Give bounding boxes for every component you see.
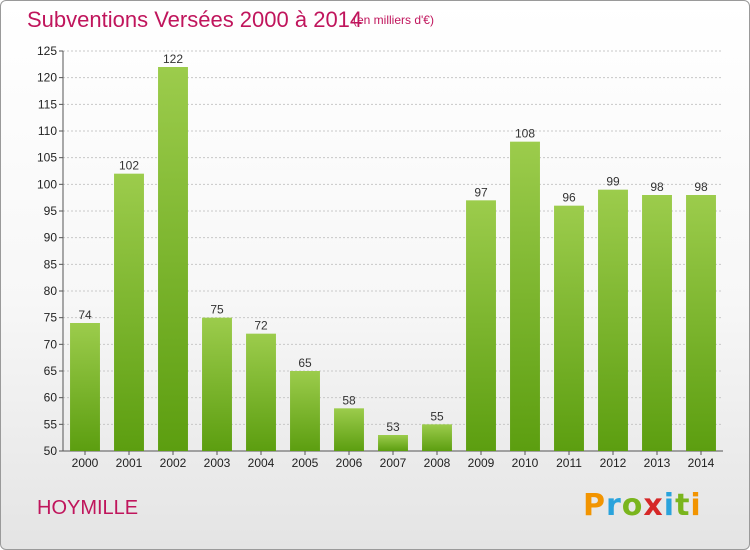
y-tick-label: 70 <box>44 337 58 351</box>
x-tick-label: 2010 <box>512 456 539 470</box>
y-tick-label: 95 <box>44 204 58 218</box>
data-labels: 74 102 122 75 72 65 58 53 55 97 108 96 99 98 98 <box>78 52 708 434</box>
y-tick-label: 115 <box>38 97 57 111</box>
x-tick-label: 2011 <box>556 456 582 470</box>
logo-letter: i <box>690 488 702 523</box>
y-tick-label: 125 <box>37 44 57 58</box>
x-tick-label: 2014 <box>688 456 715 470</box>
y-tick-label: 80 <box>44 284 58 298</box>
bar <box>686 195 716 451</box>
x-tick-label: 2006 <box>336 456 363 470</box>
logo-letter: r <box>606 488 622 523</box>
x-tick-label: 2001 <box>116 456 143 470</box>
y-tick-label: 90 <box>44 231 58 245</box>
unit-note: (en milliers d'€) <box>353 13 434 27</box>
logo-letter: t <box>675 488 691 523</box>
x-tick-label: 2000 <box>72 456 99 470</box>
commune-name: HOYMILLE <box>37 497 139 519</box>
bar-value-label: 97 <box>474 185 488 199</box>
x-tick-label: 2008 <box>424 456 451 470</box>
bar <box>70 323 100 451</box>
bar-value-label: 98 <box>694 180 708 194</box>
bar-value-label: 58 <box>342 393 356 407</box>
logo-letter: o <box>621 488 644 523</box>
x-tick-label: 2002 <box>160 456 187 470</box>
y-tick-label: 75 <box>44 311 58 325</box>
bar <box>554 205 584 451</box>
y-tick-label: 50 <box>44 444 58 458</box>
bar-value-label: 122 <box>163 52 183 66</box>
y-tick-label: 120 <box>37 71 57 85</box>
bar-value-label: 99 <box>606 175 620 189</box>
y-tick-label: 100 <box>37 177 57 191</box>
bar <box>466 200 496 451</box>
x-tick-label: 2003 <box>204 456 231 470</box>
x-tick-label: 2013 <box>644 456 671 470</box>
bar <box>378 435 408 451</box>
bar-value-label: 72 <box>254 319 268 333</box>
bar <box>202 317 232 451</box>
y-tick-label: 85 <box>44 257 58 271</box>
y-tick-label: 55 <box>44 417 58 431</box>
chart-title: Subventions Versées 2000 à 2014 <box>27 7 363 32</box>
bar <box>158 67 188 451</box>
bar <box>290 371 320 451</box>
bar <box>642 195 672 451</box>
bar <box>422 424 452 451</box>
bar <box>598 189 628 451</box>
bar <box>246 333 276 451</box>
x-tick-label: 2009 <box>468 456 495 470</box>
bar <box>334 408 364 451</box>
x-tick-label: 2005 <box>292 456 319 470</box>
y-tick-label: 105 <box>37 151 57 165</box>
bar-value-label: 96 <box>562 191 576 205</box>
axes: 50 55 60 65 70 75 80 85 90 95 100 105 110 115 120 125 20… <box>37 44 723 470</box>
x-tick-label: 2012 <box>600 456 627 470</box>
bar-value-label: 53 <box>386 420 400 434</box>
bar-value-label: 65 <box>298 356 312 370</box>
bar-value-label: 102 <box>119 159 139 173</box>
bar-value-label: 74 <box>78 308 92 322</box>
bar <box>510 141 540 451</box>
logo-letter: x <box>643 488 664 523</box>
bar-value-label: 108 <box>515 127 535 141</box>
bar-value-label: 98 <box>650 180 664 194</box>
y-tick-label: 60 <box>44 391 58 405</box>
bars <box>70 67 716 451</box>
x-tick-label: 2004 <box>248 456 275 470</box>
y-tick-label: 110 <box>38 124 57 138</box>
y-tick-label: 65 <box>44 364 58 378</box>
proxiti-logo: Proxiti <box>583 488 702 523</box>
bar <box>114 173 144 451</box>
bar-value-label: 55 <box>430 409 444 423</box>
logo-letter: P <box>583 488 606 523</box>
logo-letter: i <box>663 488 676 523</box>
bar-value-label: 75 <box>210 303 224 317</box>
x-tick-label: 2007 <box>380 456 407 470</box>
